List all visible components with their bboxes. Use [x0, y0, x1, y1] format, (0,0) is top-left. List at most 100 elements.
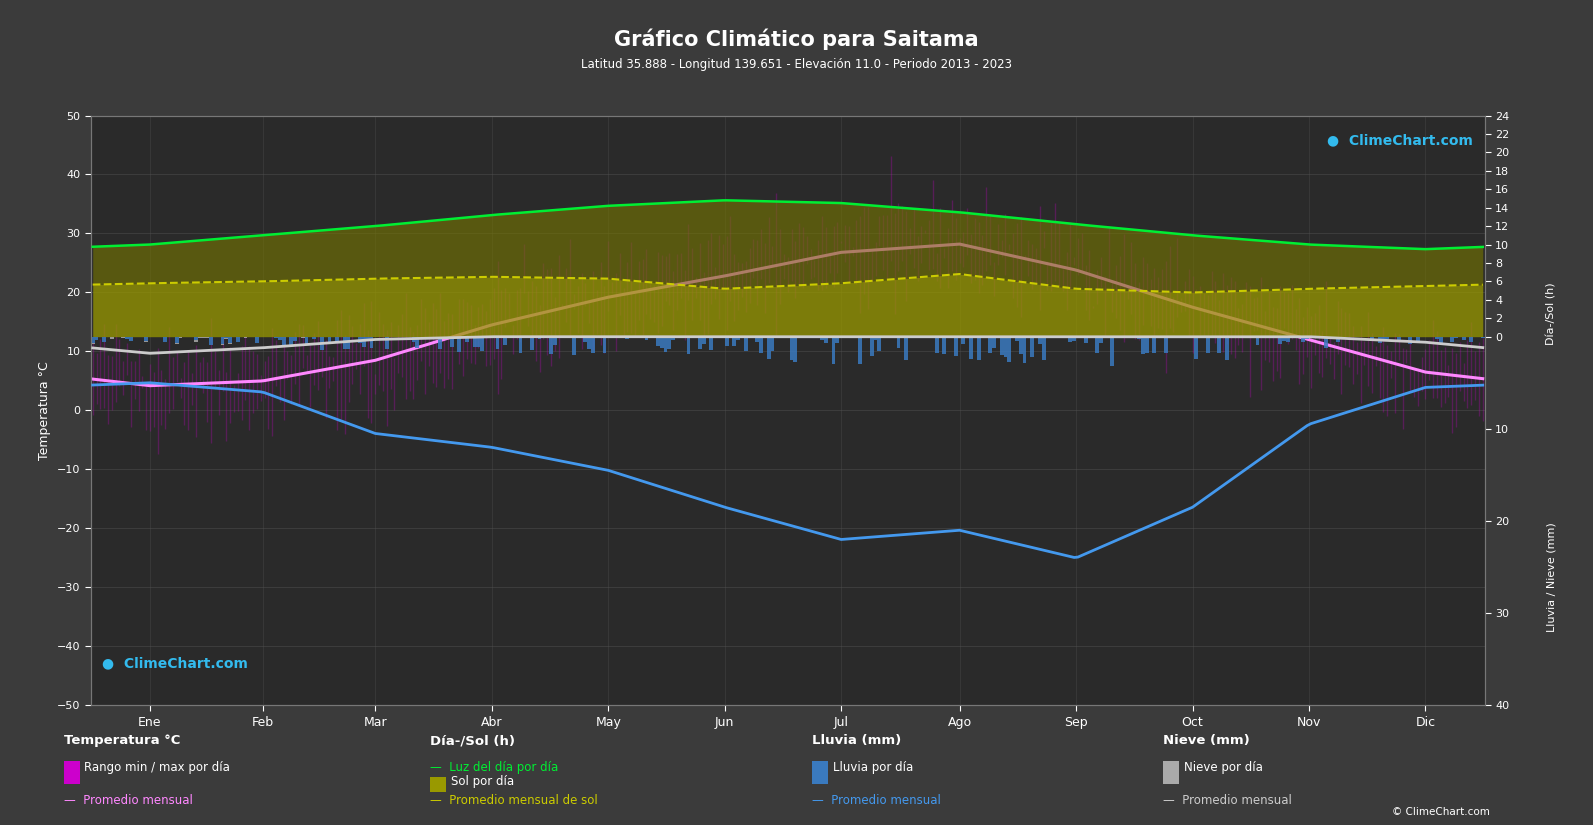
Bar [1217, 337, 1222, 352]
Bar [1099, 337, 1102, 343]
Bar [1416, 337, 1419, 342]
Bar [1083, 337, 1088, 342]
Bar [664, 337, 667, 351]
Bar [342, 337, 347, 349]
Bar [954, 337, 957, 356]
Bar [1004, 337, 1007, 357]
Bar [277, 337, 282, 340]
Bar [943, 337, 946, 354]
Bar [870, 337, 873, 356]
Bar [766, 337, 771, 360]
Bar [591, 337, 594, 353]
Bar [411, 337, 416, 342]
Bar [550, 337, 553, 354]
Bar [1094, 337, 1099, 353]
Text: —  Promedio mensual de sol: — Promedio mensual de sol [430, 794, 597, 807]
Bar [282, 337, 285, 345]
Bar [481, 337, 484, 351]
Bar [656, 337, 660, 346]
Bar [1435, 337, 1438, 339]
Bar [290, 337, 293, 345]
Bar [725, 337, 728, 346]
Bar [935, 337, 938, 353]
Bar [1000, 337, 1004, 355]
Text: ●  ClimeChart.com: ● ClimeChart.com [1327, 133, 1474, 147]
Bar [1450, 337, 1454, 342]
Bar [1397, 337, 1400, 340]
Bar [1020, 337, 1023, 354]
Text: Temperatura °C: Temperatura °C [64, 734, 180, 747]
Text: Día-/Sol (h): Día-/Sol (h) [430, 734, 515, 747]
Bar [1286, 337, 1290, 342]
Bar [1145, 337, 1149, 353]
Bar [175, 337, 178, 342]
Bar [969, 337, 973, 360]
Bar [518, 337, 523, 353]
Bar [457, 337, 462, 351]
Text: Lluvia (mm): Lluvia (mm) [812, 734, 902, 747]
Text: —  Promedio mensual: — Promedio mensual [1163, 794, 1292, 807]
Bar [626, 337, 629, 339]
Bar [465, 337, 468, 342]
Bar [1039, 337, 1042, 344]
Bar [873, 337, 878, 340]
Bar [225, 337, 228, 338]
Bar [1042, 337, 1045, 360]
Bar [320, 337, 323, 350]
Bar [1282, 337, 1286, 342]
Text: Latitud 35.888 - Longitud 139.651 - Elevación 11.0 - Periodo 2013 - 2023: Latitud 35.888 - Longitud 139.651 - Elev… [581, 58, 1012, 71]
Bar [771, 337, 774, 351]
Bar [824, 337, 828, 343]
Y-axis label: Temperatura °C: Temperatura °C [38, 361, 51, 460]
Bar [709, 337, 714, 350]
Bar [221, 344, 225, 345]
Bar [304, 337, 309, 345]
Text: Lluvia por día: Lluvia por día [833, 761, 913, 775]
Bar [202, 337, 205, 338]
Bar [736, 337, 741, 341]
Bar [1279, 337, 1282, 344]
Bar [530, 337, 534, 350]
Bar [667, 337, 671, 349]
Bar [1454, 337, 1458, 338]
Bar [121, 337, 126, 338]
Bar [255, 337, 258, 343]
Bar [671, 337, 675, 340]
Bar [553, 337, 556, 346]
Bar [362, 337, 366, 346]
Bar [438, 337, 443, 349]
Bar [859, 337, 862, 364]
Bar [194, 340, 198, 342]
Bar [110, 337, 113, 338]
Text: —  Promedio mensual: — Promedio mensual [812, 794, 941, 807]
Bar [698, 337, 703, 349]
Bar [755, 337, 760, 342]
Bar [1305, 337, 1309, 338]
Text: Rango min / max por día: Rango min / max por día [84, 761, 231, 775]
Bar [386, 337, 389, 349]
Bar [358, 337, 362, 343]
Bar [1301, 337, 1305, 342]
Bar [503, 337, 507, 345]
Bar [1023, 337, 1026, 362]
Bar [205, 337, 209, 338]
Bar [832, 337, 835, 364]
Text: © ClimeChart.com: © ClimeChart.com [1392, 807, 1489, 817]
Bar [1255, 337, 1260, 346]
Bar [660, 337, 664, 348]
Text: Sol por día: Sol por día [451, 776, 515, 789]
Text: Gráfico Climático para Saitama: Gráfico Climático para Saitama [615, 29, 978, 50]
Text: Nieve (mm): Nieve (mm) [1163, 734, 1249, 747]
Bar [793, 337, 796, 361]
Text: Día-/Sol (h): Día-/Sol (h) [1547, 282, 1556, 345]
Bar [449, 337, 454, 347]
Bar [1337, 337, 1340, 342]
Bar [1481, 337, 1485, 338]
Bar [129, 337, 132, 342]
Bar [370, 337, 373, 348]
Bar [91, 342, 94, 344]
Bar [820, 337, 824, 341]
Bar [366, 337, 370, 341]
Bar [1206, 337, 1209, 352]
Bar [1015, 337, 1020, 341]
